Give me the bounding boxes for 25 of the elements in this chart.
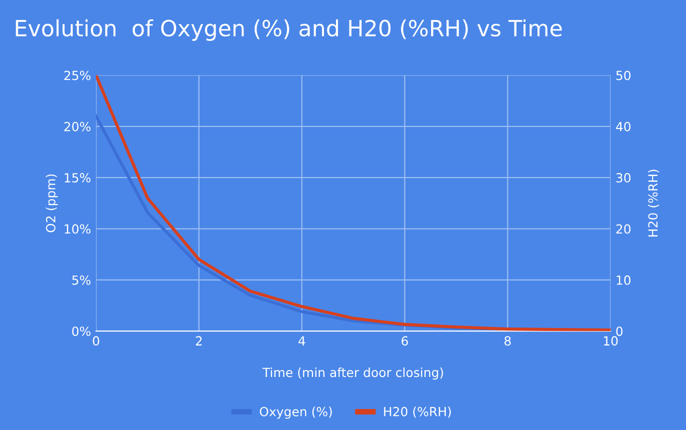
y-tick-label: 5% [72, 275, 90, 285]
legend-label: Oxygen (%) [260, 406, 332, 419]
chart-title: Evolution of Oxygen (%) and H20 (%RH) vs Time [16, 19, 562, 41]
y2-tick-label: 10 [616, 275, 630, 285]
y-tick-label: 10% [64, 224, 90, 234]
y-tick-label: 0% [72, 326, 90, 336]
y2-tick-label: 0 [616, 326, 623, 336]
x-axis-title: Time (min after door closing) [262, 368, 444, 380]
y-tick-label: 15% [64, 173, 90, 183]
y2-axis-title: H20 (%RH) [648, 170, 660, 236]
y-tick-label: 25% [64, 70, 90, 80]
line-series [96, 75, 611, 332]
y2-tick-label: 50 [616, 70, 630, 80]
y-tick-label: 20% [64, 122, 90, 132]
x-tick-label: 8 [504, 336, 511, 346]
x-tick-label: 4 [298, 336, 306, 346]
x-tick-label: 10 [604, 336, 618, 346]
y2-tick-label: 30 [616, 173, 630, 183]
x-tick-label: 2 [196, 336, 202, 346]
x-tick-label: 0 [92, 336, 100, 346]
y2-tick-label: 20 [616, 224, 630, 234]
y2-tick-label: 40 [616, 122, 630, 132]
x-tick-label: 6 [402, 336, 408, 346]
legend-label: H20 (%RH) [384, 406, 451, 418]
y-axis-title: O2 (ppm) [46, 174, 58, 232]
